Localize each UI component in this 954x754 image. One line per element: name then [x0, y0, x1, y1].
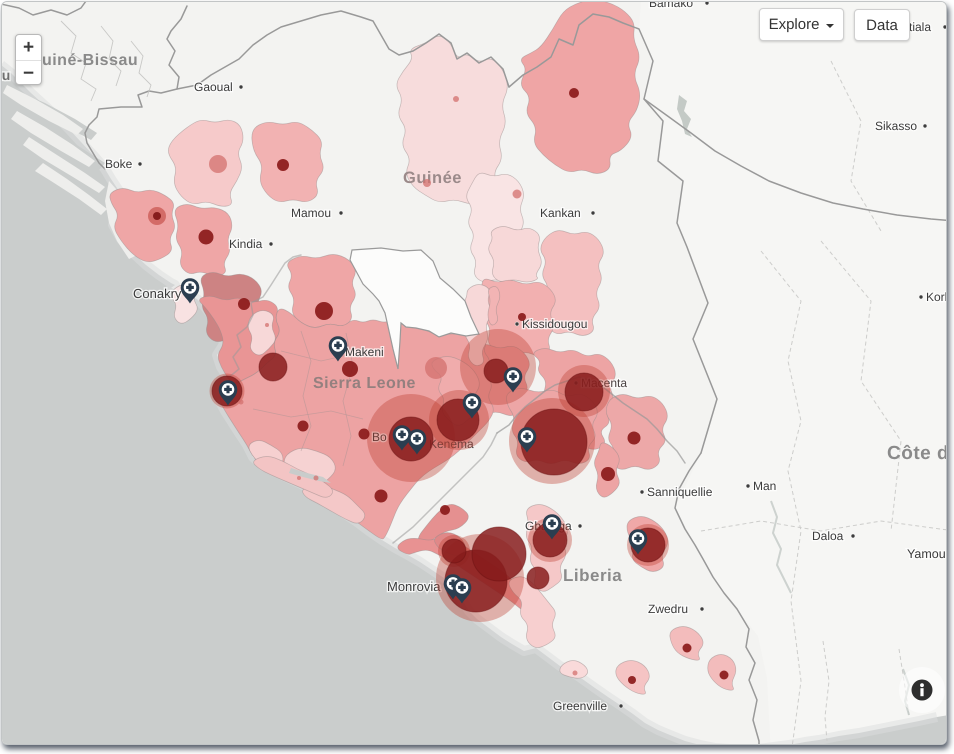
svg-text:Kissidougou: Kissidougou [522, 317, 587, 331]
svg-text:Gaoual: Gaoual [194, 80, 233, 94]
svg-text:Bamako: Bamako [649, 1, 693, 10]
svg-text:Kindia: Kindia [229, 237, 263, 251]
svg-text:Monrovia: Monrovia [387, 579, 441, 594]
svg-text:Makeni: Makeni [345, 345, 384, 359]
svg-text:Korh: Korh [926, 290, 947, 304]
svg-text:Mamou: Mamou [291, 206, 331, 220]
svg-text:Kankan: Kankan [540, 206, 581, 220]
svg-text:Liberia: Liberia [563, 566, 622, 585]
svg-text:Zwedru: Zwedru [648, 602, 688, 616]
svg-text:Daloa: Daloa [812, 529, 844, 543]
svg-text:Conakry: Conakry [133, 286, 182, 301]
svg-text:tiala: tiala [909, 20, 931, 34]
svg-text:Bo: Bo [372, 430, 387, 444]
svg-text:Greenville: Greenville [553, 699, 607, 713]
svg-text:Sierra Leone: Sierra Leone [313, 375, 416, 392]
svg-text:Man: Man [753, 479, 776, 493]
svg-text:Sanniquellie: Sanniquellie [647, 485, 713, 499]
svg-text:Boke: Boke [105, 157, 133, 171]
svg-text:Yamou: Yamou [907, 547, 946, 561]
svg-text:Sikasso: Sikasso [875, 119, 917, 133]
svg-text:Guinée: Guinée [403, 169, 462, 187]
svg-text:au: au [1, 67, 10, 83]
svg-text:Guiné-Bissau: Guiné-Bissau [29, 52, 138, 69]
svg-text:Côte d: Côte d [887, 443, 947, 464]
